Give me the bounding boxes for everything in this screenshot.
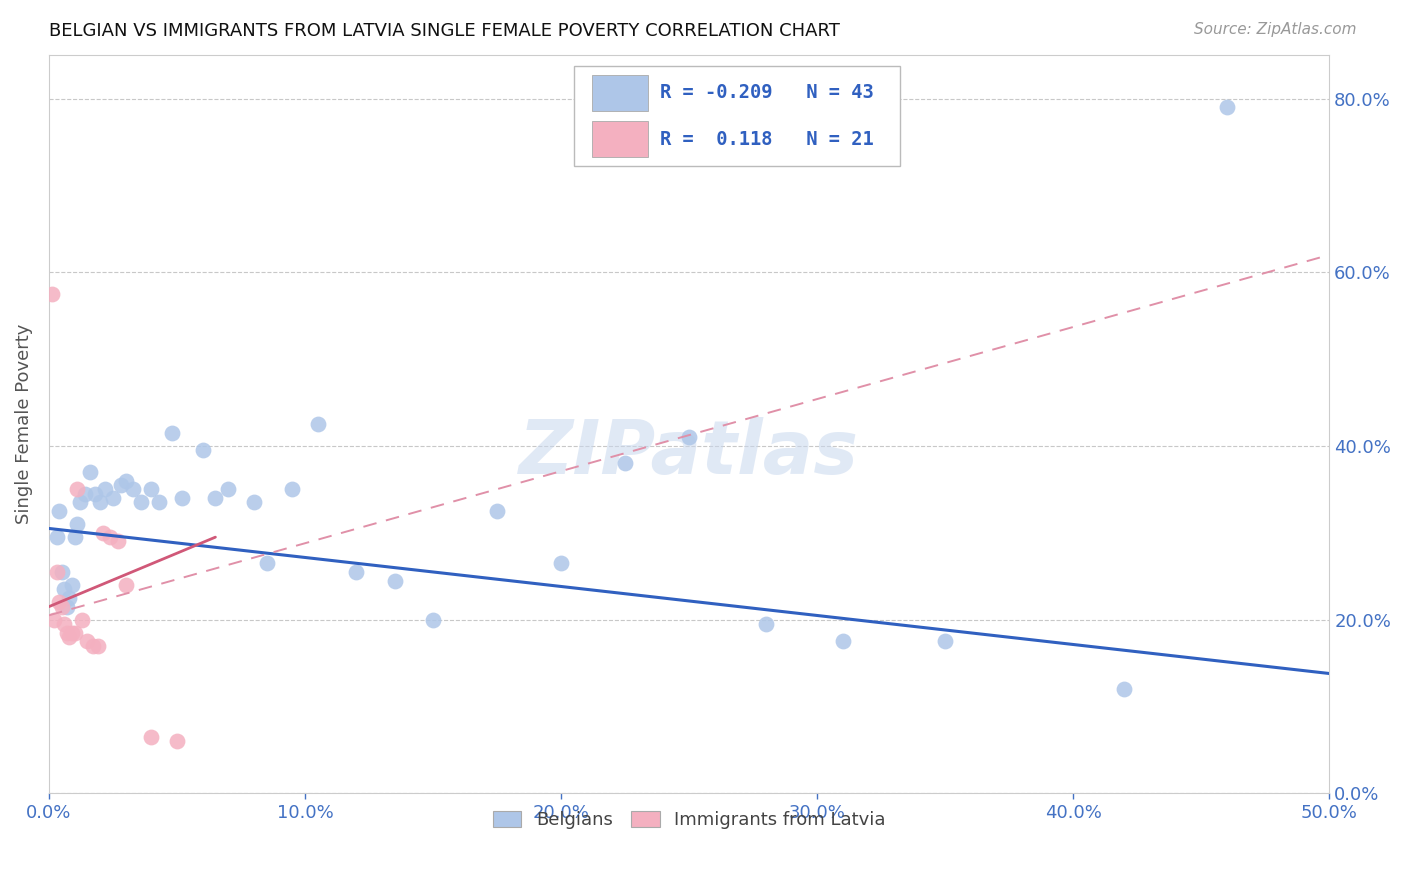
Point: [101, 491, 124, 505]
Point: [160, 425, 183, 440]
Text: R = -0.209   N = 43: R = -0.209 N = 43: [659, 84, 873, 103]
Point: [129, 495, 152, 509]
Point: [58, 591, 80, 605]
Point: [934, 634, 956, 648]
Point: [79, 465, 101, 479]
Text: R =  0.118   N = 21: R = 0.118 N = 21: [659, 129, 873, 149]
Point: [344, 565, 367, 579]
Point: [42, 613, 65, 627]
Point: [166, 734, 188, 748]
Point: [678, 430, 700, 444]
Point: [831, 634, 853, 648]
Point: [191, 443, 214, 458]
Y-axis label: Single Female Poverty: Single Female Poverty: [15, 324, 32, 524]
Text: BELGIAN VS IMMIGRANTS FROM LATVIA SINGLE FEMALE POVERTY CORRELATION CHART: BELGIAN VS IMMIGRANTS FROM LATVIA SINGLE…: [49, 22, 841, 40]
Point: [122, 483, 145, 497]
Point: [73, 487, 96, 501]
Point: [48, 504, 70, 518]
Point: [217, 483, 239, 497]
Point: [486, 504, 509, 518]
Point: [114, 474, 136, 488]
Point: [53, 617, 76, 632]
Point: [45, 530, 67, 544]
Point: [172, 491, 194, 505]
Point: [422, 613, 444, 627]
Point: [204, 491, 226, 505]
Point: [60, 625, 83, 640]
Point: [755, 617, 778, 632]
Point: [100, 530, 122, 544]
Point: [141, 730, 163, 744]
Point: [94, 483, 117, 497]
Text: Source: ZipAtlas.com: Source: ZipAtlas.com: [1194, 22, 1357, 37]
Point: [550, 556, 572, 570]
Point: [69, 495, 91, 509]
Point: [48, 595, 70, 609]
Point: [307, 417, 329, 432]
Point: [614, 456, 637, 470]
Point: [63, 530, 86, 544]
Point: [66, 483, 89, 497]
Point: [58, 630, 80, 644]
Point: [86, 639, 108, 653]
Point: [84, 487, 107, 501]
Point: [1216, 100, 1239, 114]
Point: [72, 613, 94, 627]
FancyBboxPatch shape: [592, 75, 648, 111]
Point: [114, 578, 136, 592]
Point: [51, 599, 73, 614]
Point: [384, 574, 406, 588]
Point: [148, 495, 170, 509]
Point: [281, 483, 304, 497]
Point: [51, 565, 73, 579]
Point: [45, 565, 67, 579]
Point: [110, 478, 132, 492]
Point: [66, 517, 89, 532]
Point: [63, 625, 86, 640]
Point: [82, 639, 104, 653]
Point: [89, 495, 111, 509]
Point: [56, 625, 79, 640]
Point: [41, 287, 63, 301]
Point: [141, 483, 163, 497]
Point: [256, 556, 278, 570]
Point: [1114, 682, 1136, 697]
Point: [76, 634, 98, 648]
Point: [53, 582, 76, 597]
Legend: Belgians, Immigrants from Latvia: Belgians, Immigrants from Latvia: [485, 804, 893, 836]
Point: [91, 525, 114, 540]
Point: [243, 495, 266, 509]
Point: [56, 599, 79, 614]
FancyBboxPatch shape: [574, 66, 900, 166]
Text: ZIPatlas: ZIPatlas: [519, 417, 859, 491]
Point: [107, 534, 129, 549]
FancyBboxPatch shape: [592, 121, 648, 157]
Point: [60, 578, 83, 592]
